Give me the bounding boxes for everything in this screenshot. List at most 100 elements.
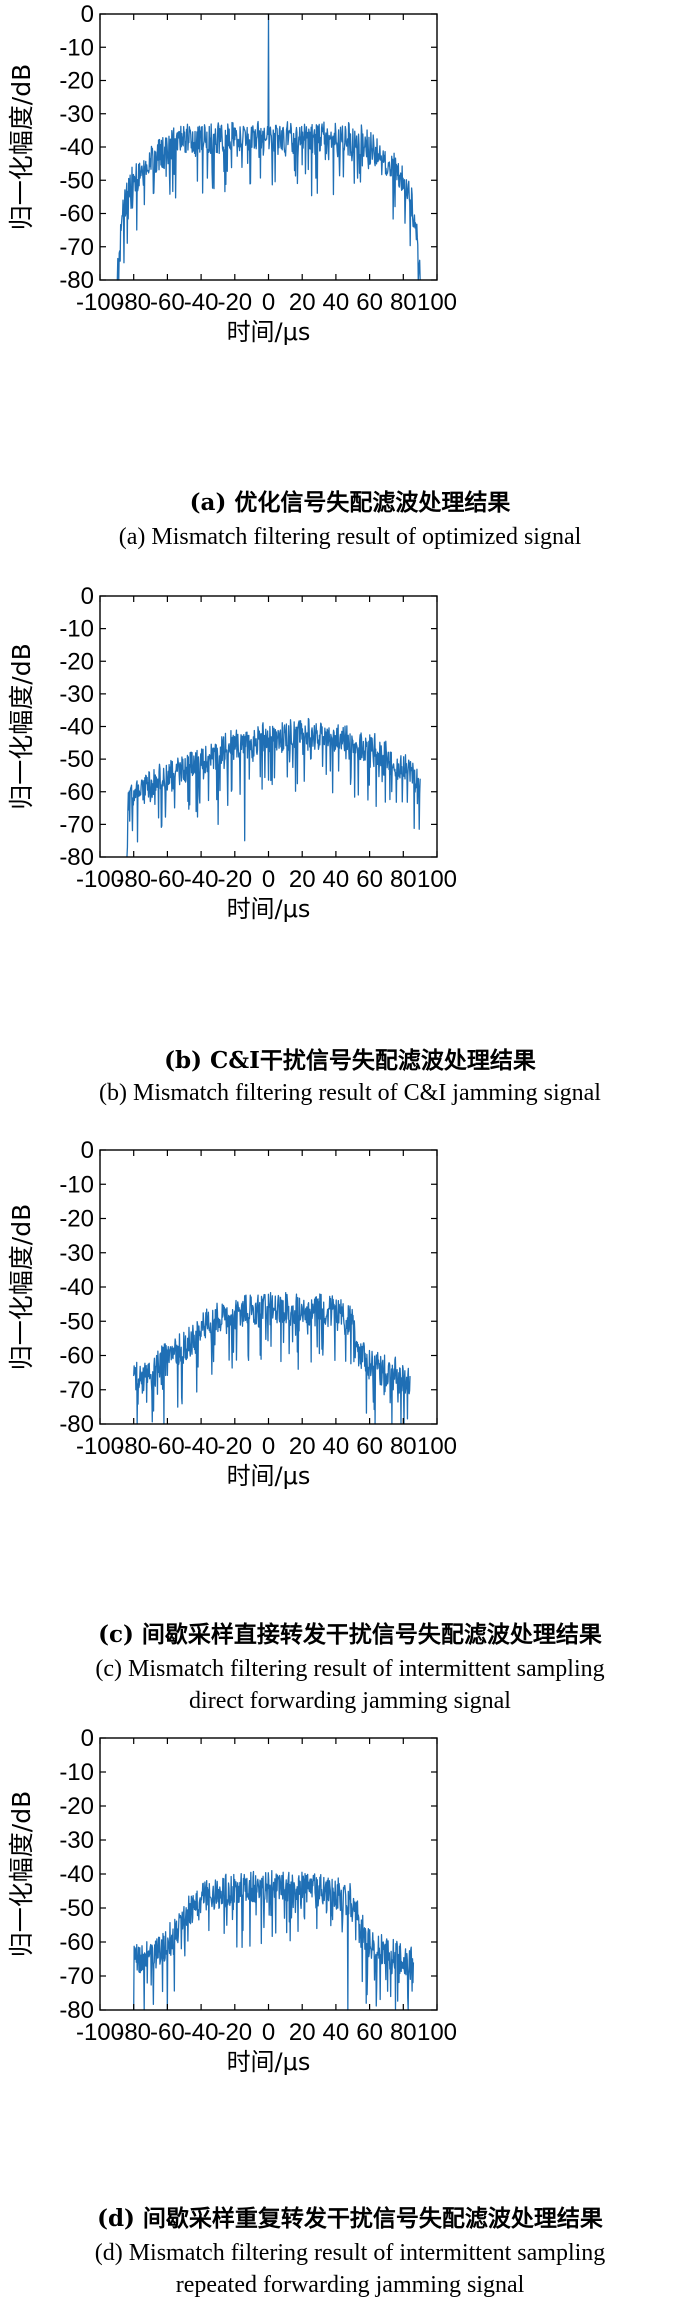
x-tick-label: -60 <box>150 289 185 316</box>
y-tick-label: -80 <box>59 1997 94 2024</box>
chart-c: -100-80 -60 -40 -20 0 20 40 60 80 1000-10-20-30-4… <box>7 1137 457 1490</box>
x-axis-label: 时间/μs <box>227 1462 311 1490</box>
y-tick-label: -60 <box>59 779 94 806</box>
x-tick-label: 80 <box>390 2019 417 2046</box>
series-line <box>116 13 421 281</box>
x-tick-label: 60 <box>356 1433 383 1460</box>
x-tick-label: 20 <box>289 289 316 316</box>
x-tick-label: -40 <box>184 2019 219 2046</box>
x-tick-label: 40 <box>323 866 350 893</box>
y-tick-label: 0 <box>81 1 94 28</box>
x-tick-label: 80 <box>390 289 417 316</box>
y-axis-label: 归一化幅度/dB <box>7 64 36 230</box>
x-axis-label: 时间/μs <box>227 2048 311 2076</box>
x-tick-label: 0 <box>262 1433 275 1460</box>
x-tick-label: 20 <box>289 2019 316 2046</box>
x-tick-label: -80 <box>116 866 151 893</box>
y-tick-label: -30 <box>59 101 94 128</box>
x-tick-label: 0 <box>262 2019 275 2046</box>
y-tick-label: -50 <box>59 1895 94 1922</box>
x-tick-label: 40 <box>323 289 350 316</box>
caption-cn-b: (b) C&I干扰信号失配滤波处理结果 <box>164 1047 536 1074</box>
x-tick-label: 100 <box>417 866 457 893</box>
y-tick-label: -30 <box>59 1240 94 1267</box>
series-line <box>133 1869 415 2011</box>
caption-cn-c: (c) 间歇采样直接转发干扰信号失配滤波处理结果 <box>98 1621 602 1648</box>
x-tick-label: -100 <box>76 866 124 893</box>
y-tick-label: -10 <box>59 1171 94 1198</box>
y-tick-label: -20 <box>59 1793 94 1820</box>
x-tick-label: 100 <box>417 2019 457 2046</box>
y-tick-label: 0 <box>81 1725 94 1752</box>
x-tick-label: 80 <box>390 866 417 893</box>
y-tick-label: -30 <box>59 681 94 708</box>
y-axis-label: 归一化幅度/dB <box>7 1204 36 1370</box>
x-tick-label: -80 <box>116 2019 151 2046</box>
x-tick-label: 100 <box>417 1433 457 1460</box>
panel-d: -100 -80 -60 -40 -20 0 20 40 60 80 100 0 -10 -20 -30 -4… <box>0 1720 700 2309</box>
y-tick-label: -60 <box>59 201 94 228</box>
y-tick-label: 0 <box>81 1137 94 1164</box>
x-tick-label: -80 <box>116 1433 151 1460</box>
caption-cn-a: (a) 优化信号失配滤波处理结果 <box>189 489 511 516</box>
caption-en-c: (c) Mismatch filtering result of intermi… <box>95 1656 605 1682</box>
y-tick-label: -80 <box>59 844 94 871</box>
x-tick-label: 80 <box>390 1433 417 1460</box>
x-tick-label: 60 <box>356 866 383 893</box>
x-axis-label: 时间/μs <box>227 318 311 346</box>
caption-cn-d: (d) 间歇采样重复转发干扰信号失配滤波处理结果 <box>97 2205 603 2232</box>
panel-c: -100 -80 -60 -40 -20 0 20 40 60 80 100 0 -10 -20 -30 -4… <box>0 1130 700 1720</box>
x-tick-label: 60 <box>356 2019 383 2046</box>
x-axis-label: 时间/μs <box>227 895 311 923</box>
y-tick-label: -10 <box>59 616 94 643</box>
caption-en2-c: direct forwarding jamming signal <box>189 1688 511 1714</box>
y-tick-label: -20 <box>59 68 94 95</box>
y-tick-label: -70 <box>59 811 94 838</box>
x-tick-label: -40 <box>184 289 219 316</box>
caption-en-a: (a) Mismatch filtering result of optimiz… <box>118 524 582 550</box>
x-tick-label: -100 <box>76 289 124 316</box>
panel-a: -100 -80 -60 -40 -20 0 20 40 60 80 100 0 -10 -20 -30 -4… <box>0 0 700 570</box>
x-tick-label: -100 <box>76 2019 124 2046</box>
y-tick-label: -60 <box>59 1343 94 1370</box>
series-line <box>126 717 421 858</box>
y-tick-label: -80 <box>59 1411 94 1438</box>
x-tick-label: -40 <box>184 866 219 893</box>
y-tick-label: -50 <box>59 167 94 194</box>
y-axis-label: 归一化幅度/dB <box>7 643 36 809</box>
caption-en2-d: repeated forwarding jamming signal <box>175 2272 525 2298</box>
y-tick-label: -70 <box>59 234 94 261</box>
x-tick-label: -60 <box>150 866 185 893</box>
y-tick-label: -30 <box>59 1827 94 1854</box>
x-tick-label: -20 <box>217 2019 252 2046</box>
chart-b: -100-80 -60 -40 -20 0 20 40 60 80 1000-10-20-30-4… <box>7 583 457 923</box>
y-tick-label: -70 <box>59 1377 94 1404</box>
caption-en-b: (b) Mismatch filtering result of C&I jam… <box>99 1080 601 1106</box>
panel-b: -100 -80 -60 -40 -20 0 20 40 60 80 100 0 -10 -20 -30 -4… <box>0 570 700 1130</box>
y-tick-label: -40 <box>59 1274 94 1301</box>
x-tick-label: -80 <box>116 289 151 316</box>
plot-frame <box>99 595 438 858</box>
x-tick-label: 0 <box>262 866 275 893</box>
caption-en-d: (d) Mismatch filtering result of intermi… <box>94 2240 606 2266</box>
y-tick-label: -10 <box>59 1759 94 1786</box>
x-tick-label: -60 <box>150 1433 185 1460</box>
y-tick-label: -40 <box>59 134 94 161</box>
x-tick-label: 20 <box>289 1433 316 1460</box>
x-tick-label: -20 <box>217 866 252 893</box>
x-tick-label: -20 <box>217 289 252 316</box>
x-tick-label: 60 <box>356 289 383 316</box>
y-tick-label: -50 <box>59 1308 94 1335</box>
y-tick-label: -80 <box>59 267 94 294</box>
x-tick-label: 100 <box>417 289 457 316</box>
x-tick-label: 40 <box>323 1433 350 1460</box>
x-tick-label: 40 <box>323 2019 350 2046</box>
x-tick-label: -100 <box>76 1433 124 1460</box>
y-tick-label: -70 <box>59 1963 94 1990</box>
x-tick-label: 0 <box>262 289 275 316</box>
chart-a: -100-80 -60 -40 -20 0 20 40 60 80 1000-10-20-30-4… <box>7 1 457 346</box>
y-tick-label: -60 <box>59 1929 94 1956</box>
x-tick-label: 20 <box>289 866 316 893</box>
x-tick-label: -20 <box>217 1433 252 1460</box>
x-tick-label: -40 <box>184 1433 219 1460</box>
